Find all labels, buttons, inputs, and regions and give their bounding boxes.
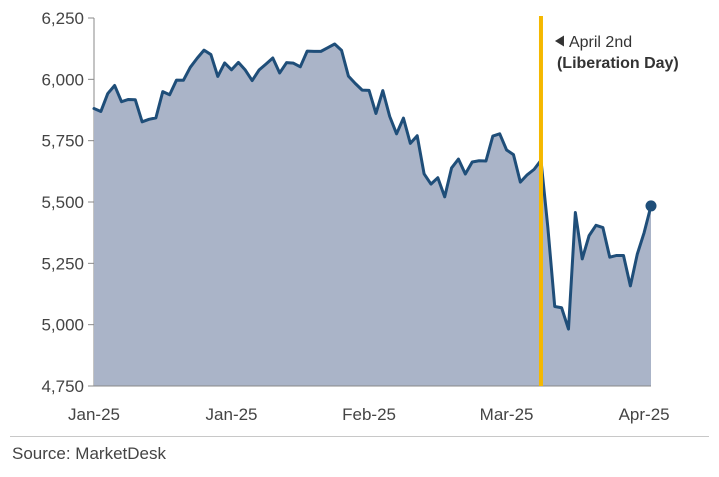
event-sublabel: (Liberation Day): [557, 55, 679, 72]
event-label: April 2nd: [569, 34, 632, 51]
y-axis: 4,750 5,000 5,250 5,500 5,750 6,000 6,250: [41, 9, 95, 396]
x-tick-label: Jan-25: [206, 405, 258, 424]
x-axis: Jan-25 Jan-25 Feb-25 Mar-25 Apr-25: [68, 385, 670, 424]
series-area: [94, 44, 651, 386]
series-line: [92, 42, 653, 331]
y-tick-label: 5,250: [41, 254, 84, 273]
area-layer: [92, 42, 657, 386]
source-note: Source: MarketDesk: [12, 444, 166, 463]
x-tick-label: Apr-25: [619, 405, 670, 424]
x-tick-label: Feb-25: [342, 405, 396, 424]
pointer-left-icon: [554, 35, 564, 47]
y-tick-label: 6,250: [41, 9, 84, 28]
y-tick-label: 5,000: [41, 316, 84, 335]
source-divider: [10, 436, 709, 437]
line-area-chart: 4,750 5,000 5,250 5,500 5,750 6,000 6,250 Jan-…: [41, 9, 679, 424]
x-tick-label: Jan-25: [68, 405, 120, 424]
y-tick-label: 5,500: [41, 193, 84, 212]
y-tick-label: 5,750: [41, 132, 84, 151]
y-tick-label: 4,750: [41, 377, 84, 396]
x-tick-label: Mar-25: [480, 405, 534, 424]
y-tick-label: 6,000: [41, 70, 84, 89]
event-layer: April 2nd (Liberation Day): [538, 16, 679, 386]
last-point-marker: [645, 200, 657, 212]
